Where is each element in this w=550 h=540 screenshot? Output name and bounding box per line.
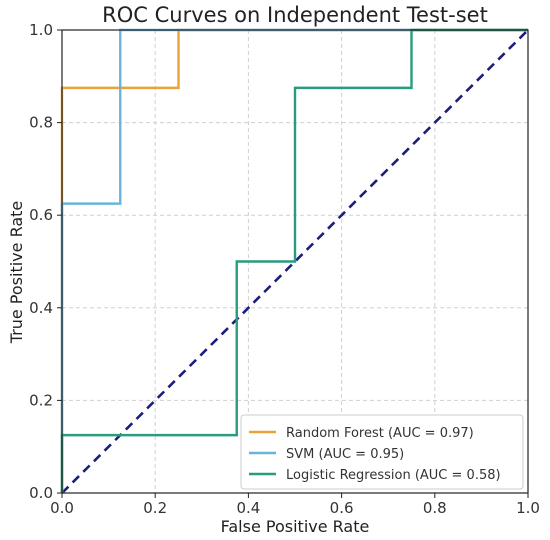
x-tick-label: 1.0	[516, 499, 540, 517]
ticks: 0.0 0.2 0.4 0.6 0.8 1.0 0.0 0.2 0.4 0.6 0.8 1.0	[29, 21, 540, 517]
legend: Random Forest (AUC = 0.97) SVM (AUC = 0.9…	[240, 414, 524, 490]
x-tick-label: 0.4	[236, 499, 260, 517]
y-tick-label: 0.4	[29, 299, 53, 317]
legend-label: SVM (AUC = 0.95)	[286, 447, 404, 462]
x-axis-label: False Positive Rate	[221, 517, 370, 536]
legend-box	[240, 414, 524, 490]
roc-curve-3	[60, 28, 528, 493]
y-tick-label: 0.2	[29, 391, 53, 409]
y-axis-label: True Positive Rate	[7, 201, 26, 345]
legend-label: Logistic Regression (AUC = 0.58)	[286, 468, 501, 483]
chart-title: ROC Curves on Independent Test-set	[102, 3, 488, 27]
plot-frame	[61, 29, 529, 494]
x-tick-label: 0.6	[330, 499, 354, 517]
y-tick-label: 0.8	[29, 114, 53, 132]
reference-diagonal	[61, 29, 529, 494]
x-tick-label: 0.0	[50, 499, 74, 517]
x-tick-label: 0.2	[143, 499, 167, 517]
chance-line	[61, 29, 529, 494]
y-tick-label: 1.0	[29, 21, 53, 39]
legend-label: Random Forest (AUC = 0.97)	[286, 426, 474, 441]
y-tick-label: 0.0	[29, 484, 53, 502]
x-tick-label: 0.8	[423, 499, 447, 517]
y-tick-label: 0.6	[29, 206, 53, 224]
